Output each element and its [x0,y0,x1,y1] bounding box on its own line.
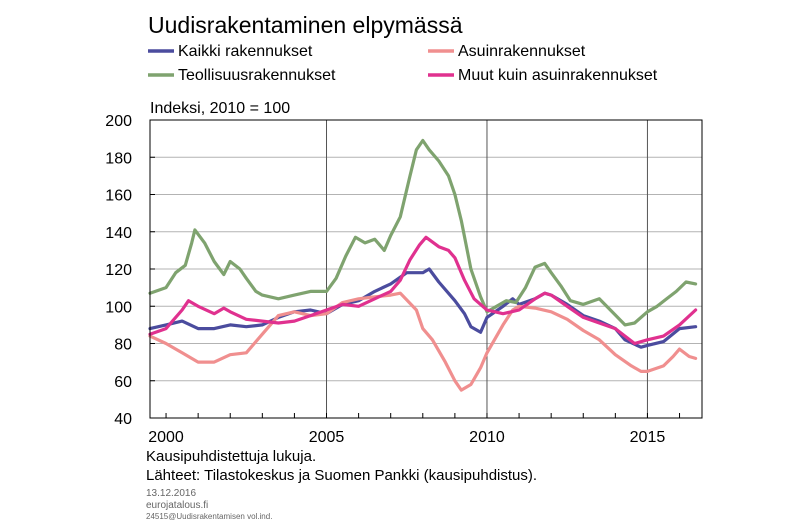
y-tick-label: 180 [105,150,132,167]
y-tick-label: 120 [105,262,132,279]
legend-label-1: Kaikki rakennukset [178,43,313,60]
legend: Kaikki rakennukset Asuinrakennukset Teolli… [148,43,658,84]
legend-label-3: Teollisuusrakennukset [178,67,336,84]
y-tick-label: 80 [114,337,132,354]
footer-site: eurojatalous.fi [146,500,208,511]
legend-label-4: Muut kuin asuinrakennukset [458,67,658,84]
x-tick-label: 2010 [469,429,505,446]
x-tick-label: 2015 [630,429,666,446]
series-line-1 [148,267,698,349]
footer-date: 13.12.2016 [146,488,196,499]
series-line-2 [148,291,698,392]
x-tick-label: 2000 [148,429,184,446]
y-tick-label: 140 [105,225,132,242]
footer-code: 24515@Uudisrakentamisen vol.ind. [146,512,272,521]
y-tick-label: 40 [114,411,132,428]
y-tick-label: 160 [105,188,132,205]
x-tick-label: 2005 [309,429,345,446]
footer-note-1: Kausipuhdistettuja lukuja. [146,448,316,465]
plot-area: 40 60 80 100 120 140 160 180 200 2000 2005 2010 2015 [105,113,703,446]
series-line-3 [148,138,698,327]
chart-title: Uudisrakentaminen elpymässä [148,12,463,38]
y-tick-label: 200 [105,113,132,130]
series-line-4 [148,235,698,346]
y-axis-label: Indeksi, 2010 = 100 [150,100,290,117]
y-tick-label: 60 [114,374,132,391]
y-tick-label: 100 [105,299,132,316]
legend-label-2: Asuinrakennukset [458,43,586,60]
footer-note-2: Lähteet: Tilastokeskus ja Suomen Pankki … [146,467,537,484]
